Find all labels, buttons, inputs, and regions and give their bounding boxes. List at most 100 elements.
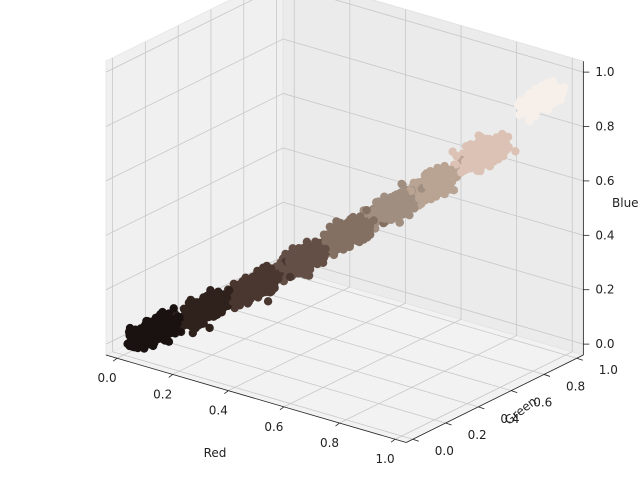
y-tick-mark <box>576 357 583 361</box>
data-point <box>258 275 268 284</box>
x-tick-label: 1.0 <box>376 452 395 466</box>
grid-left-z <box>105 38 284 127</box>
data-point <box>403 209 412 218</box>
grid-back-z <box>283 256 584 345</box>
data-point <box>225 286 234 295</box>
data-point <box>124 327 134 337</box>
data-point <box>294 264 303 273</box>
data-point <box>190 306 200 315</box>
data-point <box>343 242 353 251</box>
y-tick-mark <box>478 406 485 410</box>
grid-floor-x <box>394 351 573 440</box>
z-tick-label: 0.8 <box>595 120 614 134</box>
data-point <box>134 336 144 345</box>
grid-floor-y <box>145 335 446 424</box>
data-point <box>511 147 520 156</box>
x-tick-label: 0.2 <box>153 387 172 401</box>
data-point <box>188 328 197 338</box>
data-point <box>293 256 302 265</box>
data-point <box>479 147 488 156</box>
data-point <box>249 280 259 289</box>
y-tick-label: 0.8 <box>566 379 585 393</box>
data-point <box>378 205 387 215</box>
data-point <box>281 249 290 259</box>
data-point <box>400 196 409 206</box>
data-point <box>372 198 381 207</box>
y-tick-label: 0.0 <box>435 444 454 458</box>
data-point <box>437 171 447 180</box>
data-point <box>321 244 330 254</box>
grid-floor-y <box>210 302 512 392</box>
y-tick-mark <box>412 438 419 442</box>
data-point <box>452 151 461 161</box>
data-point <box>285 272 295 282</box>
data-point <box>306 258 316 268</box>
data-point <box>547 85 557 95</box>
data-point <box>345 233 354 242</box>
z-tick-label: 0.6 <box>595 174 614 188</box>
data-point <box>492 143 501 153</box>
data-point <box>197 298 207 307</box>
data-point <box>369 205 378 214</box>
data-point <box>339 236 348 245</box>
data-point <box>301 244 310 253</box>
data-point <box>213 287 223 297</box>
data-point <box>321 237 330 247</box>
data-point <box>328 227 338 236</box>
data-point <box>518 103 527 112</box>
x-tick-mark <box>390 438 396 443</box>
y-tick-mark <box>543 374 551 377</box>
data-point <box>244 297 253 306</box>
data-point <box>229 279 238 288</box>
data-point <box>427 172 437 181</box>
data-point <box>468 152 477 162</box>
data-point <box>184 298 194 307</box>
grid-left-z <box>105 147 284 236</box>
data-point <box>474 131 483 140</box>
z-tick-label: 0.2 <box>595 283 614 297</box>
data-point <box>169 304 178 313</box>
data-point <box>369 216 378 225</box>
grid-back-z <box>283 201 584 291</box>
data-point <box>356 223 366 232</box>
data-point <box>542 80 551 90</box>
grid-floor-y <box>276 270 577 359</box>
x-tick-label: 0.4 <box>209 404 228 418</box>
data-point <box>313 249 322 258</box>
data-point <box>302 237 312 246</box>
data-point <box>446 165 456 174</box>
data-point <box>498 129 507 139</box>
grid-left-z <box>105 201 284 291</box>
y-axis-line <box>406 354 584 443</box>
data-point <box>300 253 309 262</box>
x-tick-label: 0.6 <box>264 420 283 434</box>
grid-floor-y <box>243 286 545 375</box>
x-axis-label: Red <box>204 446 227 460</box>
data-point <box>285 258 294 268</box>
data-point <box>170 322 179 331</box>
data-point <box>384 195 393 204</box>
y-tick-label: 0.4 <box>500 412 519 426</box>
data-point <box>321 230 330 240</box>
data-point <box>434 164 444 173</box>
data-point <box>558 85 567 95</box>
x-tick-label: 0.0 <box>98 371 117 385</box>
grid-left-z <box>105 93 284 182</box>
z-tick-label: 0.4 <box>595 228 614 242</box>
grid-floor-x <box>172 286 351 375</box>
data-point <box>253 292 263 301</box>
data-point <box>123 339 132 348</box>
data-point <box>406 186 416 196</box>
data-point <box>141 331 151 340</box>
data-point <box>414 194 424 203</box>
data-point <box>241 273 250 282</box>
data-point <box>134 330 144 339</box>
x-tick-mark <box>279 406 285 411</box>
data-point <box>146 321 155 330</box>
data-point <box>217 295 226 304</box>
x-tick-mark <box>335 422 340 427</box>
grid-back-z <box>334 0 584 73</box>
grid-left-z <box>105 0 253 73</box>
data-point <box>291 248 301 258</box>
